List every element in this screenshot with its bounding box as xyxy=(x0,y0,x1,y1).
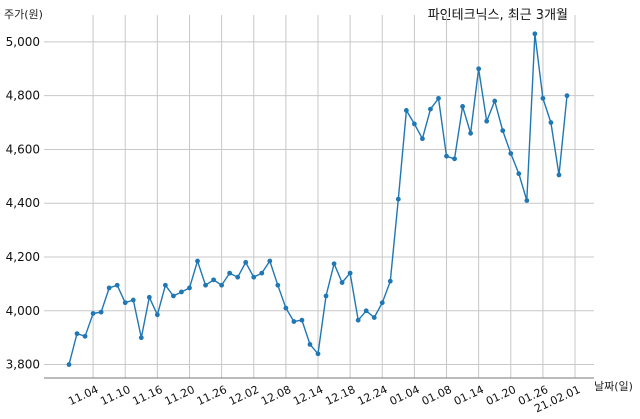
data-point xyxy=(355,317,361,323)
data-point xyxy=(460,104,465,109)
data-point xyxy=(82,333,88,339)
data-point xyxy=(299,317,305,323)
data-point xyxy=(171,293,176,299)
y-ticks: 3,800 4,000 4,200 4,400 4,600 4,800 5,000 xyxy=(6,35,40,372)
y-tick-label: 4,800 xyxy=(6,89,40,103)
data-point xyxy=(444,153,449,159)
data-point xyxy=(516,171,522,177)
data-point xyxy=(323,293,329,299)
data-point xyxy=(484,118,490,124)
x-tick-label: 11.20 xyxy=(163,383,197,408)
data-point xyxy=(195,258,200,264)
data-point xyxy=(130,297,136,303)
data-point xyxy=(219,282,225,288)
x-tick-label: 12.08 xyxy=(259,383,293,408)
data-point xyxy=(243,259,249,265)
data-point xyxy=(540,95,546,101)
x-ticks: 11.0411.1011.1611.2011.2612.0212.0812.14… xyxy=(66,383,582,415)
x-tick-label: 12.02 xyxy=(227,383,261,408)
x-tick-label: 12.14 xyxy=(291,383,325,408)
y-tick-label: 4,400 xyxy=(6,196,40,210)
data-point xyxy=(315,351,321,357)
y-tick-label: 4,600 xyxy=(6,142,40,156)
y-tick-label: 4,000 xyxy=(6,304,40,318)
data-point xyxy=(347,270,353,276)
data-point xyxy=(122,300,128,306)
x-tick-label: 12.18 xyxy=(323,383,357,408)
data-point xyxy=(508,151,514,156)
grid xyxy=(44,15,594,378)
data-point xyxy=(331,261,337,267)
data-point xyxy=(66,362,72,367)
data-point xyxy=(74,331,80,337)
data-point xyxy=(162,282,168,288)
data-point xyxy=(275,282,281,288)
data-point xyxy=(556,172,562,178)
data-point xyxy=(227,270,233,276)
x-tick-label: 11.26 xyxy=(195,383,229,408)
data-point xyxy=(146,294,152,300)
data-point xyxy=(211,277,216,283)
data-point xyxy=(251,274,257,280)
data-point xyxy=(291,319,297,324)
data-point xyxy=(98,309,104,315)
y-tick-label: 5,000 xyxy=(6,35,40,49)
data-point xyxy=(154,312,160,318)
data-point xyxy=(179,289,184,295)
data-point xyxy=(500,128,506,134)
data-point xyxy=(411,121,417,127)
data-point xyxy=(468,130,474,136)
data-point xyxy=(532,31,538,37)
x-tick-label: 01.04 xyxy=(388,383,422,408)
data-point xyxy=(90,311,96,316)
data-point xyxy=(476,66,482,72)
data-point xyxy=(307,341,313,347)
y-tick-label: 4,200 xyxy=(6,250,40,264)
data-point xyxy=(420,136,425,142)
data-point xyxy=(452,156,457,162)
data-point xyxy=(524,198,530,203)
x-tick-label: 11.10 xyxy=(98,383,132,408)
data-point xyxy=(403,108,409,113)
y-axis-label: 주가(원) xyxy=(4,8,43,21)
x-tick-label: 01.14 xyxy=(452,383,486,408)
data-point xyxy=(114,282,120,288)
chart-title: 파인테크닉스, 최근 3개월 xyxy=(427,8,568,23)
data-series xyxy=(66,31,570,367)
x-axis-label: 날짜(일) xyxy=(594,380,633,393)
data-point xyxy=(371,315,377,320)
data-point xyxy=(428,106,433,112)
data-point xyxy=(283,305,289,311)
x-tick-label: 11.16 xyxy=(131,383,165,408)
data-point xyxy=(387,278,393,284)
x-tick-label: 11.04 xyxy=(66,383,100,408)
data-point xyxy=(363,308,369,314)
data-point xyxy=(395,196,401,202)
data-point xyxy=(106,285,112,291)
data-point xyxy=(259,270,265,276)
data-point xyxy=(267,258,273,264)
data-point xyxy=(379,300,385,306)
data-point xyxy=(564,93,570,99)
data-point xyxy=(203,282,208,288)
x-tick-label: 01.08 xyxy=(420,383,454,408)
data-point xyxy=(548,120,554,125)
y-tick-label: 3,800 xyxy=(6,358,40,372)
data-point xyxy=(187,285,192,291)
data-point xyxy=(436,95,441,101)
x-tick-label: 12.24 xyxy=(355,383,389,408)
x-tick-label: 01.20 xyxy=(484,383,518,408)
data-point xyxy=(138,335,144,341)
data-point xyxy=(492,98,498,104)
data-point xyxy=(339,280,345,285)
data-point xyxy=(235,274,241,280)
